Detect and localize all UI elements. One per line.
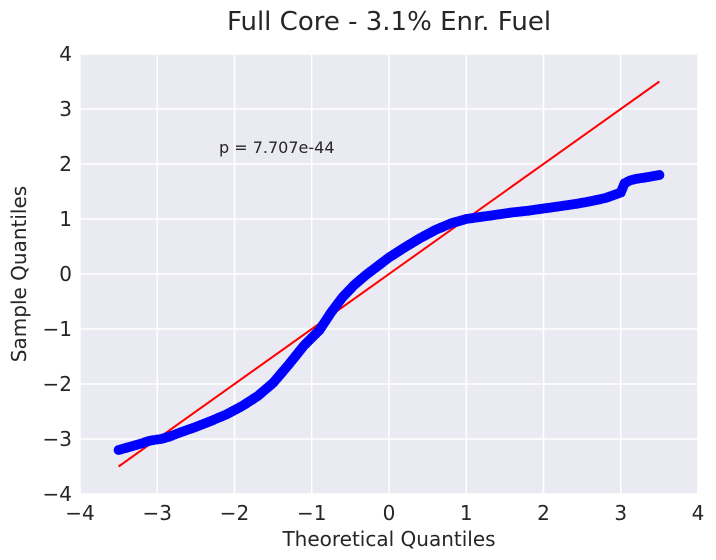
data-points [113, 170, 665, 455]
x-tick-label: −3 [143, 501, 172, 525]
x-tick-label: 2 [537, 501, 550, 525]
y-tick-labels: −4 −3 −2 −1 0 1 2 3 4 [43, 42, 72, 506]
y-tick-label: −3 [43, 427, 72, 451]
y-tick-label: −4 [43, 482, 72, 506]
x-tick-label: −1 [297, 501, 326, 525]
x-tick-label: 4 [692, 501, 705, 525]
x-tick-label: −4 [65, 501, 94, 525]
y-tick-label: 3 [59, 97, 72, 121]
y-axis-label: Sample Quantiles [7, 186, 31, 362]
x-tick-label: −2 [220, 501, 249, 525]
x-tick-label: 3 [614, 501, 627, 525]
chart-title: Full Core - 3.1% Enr. Fuel [227, 7, 551, 37]
y-tick-label: 2 [59, 152, 72, 176]
x-tick-label: 0 [383, 501, 396, 525]
y-tick-label: −2 [43, 372, 72, 396]
reference-line [118, 80, 660, 468]
y-tick-label: 1 [59, 207, 72, 231]
data-point [654, 170, 665, 180]
y-tick-label: −1 [43, 317, 72, 341]
x-tick-labels: −4 −3 −2 −1 0 1 2 3 4 [65, 501, 704, 525]
y-tick-label: 4 [59, 42, 72, 66]
x-axis-label: Theoretical Quantiles [281, 527, 495, 551]
y-tick-label: 0 [59, 262, 72, 286]
x-tick-label: 1 [460, 501, 473, 525]
p-value-annotation: p = 7.707e-44 [219, 138, 335, 157]
